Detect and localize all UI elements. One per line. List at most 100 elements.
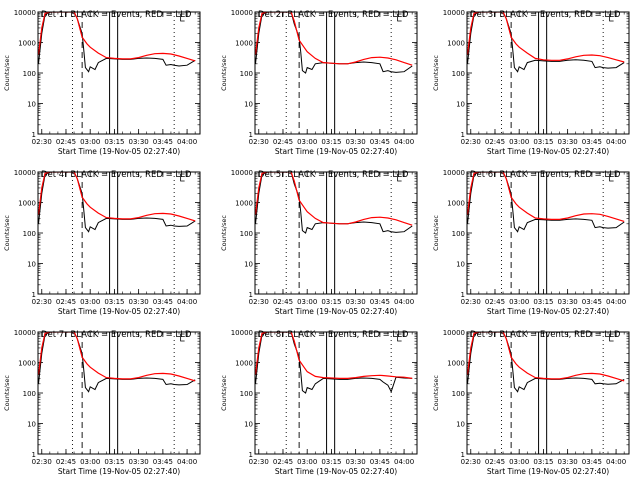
events-series-line [467,12,625,73]
x-tick-label: 03:30 [558,458,578,466]
x-tick-label: 02:30 [32,138,52,146]
bracket-marker [609,173,614,182]
x-tick-label: 02:30 [461,298,481,306]
x-axis-label: Start Time (19-Nov-05 02:27:40) [58,307,180,316]
y-tick-label: 10000 [443,169,465,177]
chart-panel-4: Det 4r BLACK = Events, RED = LLD Counts/s… [3,169,201,316]
y-tick-label: 10000 [231,329,253,337]
x-axis-label: Start Time (19-Nov-05 02:27:40) [275,467,397,476]
x-tick-label: 02:30 [461,138,481,146]
lld-series-line [255,332,413,379]
y-tick-label: 1000 [447,40,465,48]
lld-series-line [467,172,625,222]
x-tick-label: 03:30 [346,138,366,146]
x-tick-label: 03:00 [80,298,100,306]
y-axis-label: Counts/sec [3,215,11,251]
y-tick-label: 1000 [235,40,253,48]
lld-series-line [467,332,625,382]
chart-panel-7: Det 7r BLACK = Events, RED = LLD Counts/s… [3,329,201,476]
y-axis-label: Counts/sec [3,55,11,91]
y-axis-label: Counts/sec [220,55,228,91]
chart-panel-6: Det 6r BLACK = Events, RED = LLD Counts/s… [432,169,630,316]
lld-series-line [38,172,196,222]
x-axis-label: Start Time (19-Nov-05 02:27:40) [58,467,180,476]
bracket-marker [180,333,185,342]
lld-series-line [255,12,413,66]
x-tick-label: 03:00 [297,458,317,466]
x-tick-label: 03:00 [509,298,529,306]
x-tick-label: 03:00 [80,458,100,466]
series-group [255,12,413,74]
x-tick-label: 03:15 [533,458,553,466]
series-group [467,172,625,233]
x-tick-label: 04:00 [606,458,626,466]
x-tick-label: 04:00 [394,138,414,146]
x-tick-label: 04:00 [606,138,626,146]
y-tick-label: 1 [249,131,253,139]
x-tick-label: 04:00 [177,298,197,306]
y-tick-label: 1 [461,451,465,459]
plot-frame [254,171,418,295]
x-tick-label: 02:45 [485,298,505,306]
x-axis-label: Start Time (19-Nov-05 02:27:40) [58,147,180,156]
chart-panel-2: Det 2r BLACK = Events, RED = LLD Counts/s… [220,9,418,156]
y-tick-label: 1 [461,131,465,139]
y-tick-label: 10000 [14,169,36,177]
x-tick-label: 02:45 [273,298,293,306]
y-tick-label: 100 [240,230,253,238]
y-tick-label: 10 [27,101,36,109]
y-tick-label: 1 [32,291,36,299]
y-tick-label: 10 [27,421,36,429]
lld-series-line [38,332,196,382]
chart-title: Det 8r BLACK = Events, RED = LLD [258,330,409,340]
y-tick-label: 1000 [447,360,465,368]
y-tick-label: 10 [456,101,465,109]
x-tick-label: 04:00 [394,458,414,466]
x-tick-label: 03:45 [582,298,602,306]
x-tick-label: 03:45 [370,458,390,466]
y-tick-label: 100 [452,70,465,78]
x-tick-label: 02:30 [32,458,52,466]
chart-panel-1: Det 1r BLACK = Events, RED = LLD Counts/s… [3,9,201,156]
y-tick-label: 10 [244,261,253,269]
series-group [38,332,196,393]
bracket-marker [180,173,185,182]
y-tick-label: 1000 [18,40,36,48]
events-series-line [467,172,625,233]
y-axis-label: Counts/sec [432,375,440,411]
x-tick-label: 03:15 [321,138,341,146]
lld-series-line [255,172,413,226]
y-tick-label: 1 [249,291,253,299]
x-axis-label: Start Time (19-Nov-05 02:27:40) [487,307,609,316]
x-tick-label: 03:30 [346,458,366,466]
series-group [38,12,196,73]
x-tick-label: 04:00 [606,298,626,306]
y-tick-label: 100 [23,70,36,78]
y-tick-label: 1 [249,451,253,459]
series-group [467,12,625,73]
lld-series-line [467,12,625,63]
y-axis-label: Counts/sec [432,55,440,91]
bracket-marker [609,13,614,22]
y-tick-label: 100 [23,390,36,398]
x-tick-label: 03:30 [346,298,366,306]
events-series-line [255,172,413,234]
events-series-line [38,12,196,73]
x-tick-label: 03:15 [104,298,124,306]
x-tick-label: 03:15 [533,298,553,306]
y-tick-label: 10 [244,101,253,109]
y-tick-label: 1000 [235,200,253,208]
bracket-marker [609,333,614,342]
y-axis-label: Counts/sec [432,215,440,251]
x-axis-label: Start Time (19-Nov-05 02:27:40) [487,467,609,476]
y-tick-label: 100 [452,230,465,238]
y-tick-label: 1000 [447,200,465,208]
x-tick-label: 02:30 [249,138,269,146]
plot-frame [254,11,418,135]
x-tick-label: 02:45 [485,138,505,146]
x-tick-label: 03:00 [297,298,317,306]
x-tick-label: 03:30 [558,138,578,146]
y-tick-label: 100 [240,70,253,78]
bracket-marker [397,13,402,22]
y-tick-label: 100 [23,230,36,238]
